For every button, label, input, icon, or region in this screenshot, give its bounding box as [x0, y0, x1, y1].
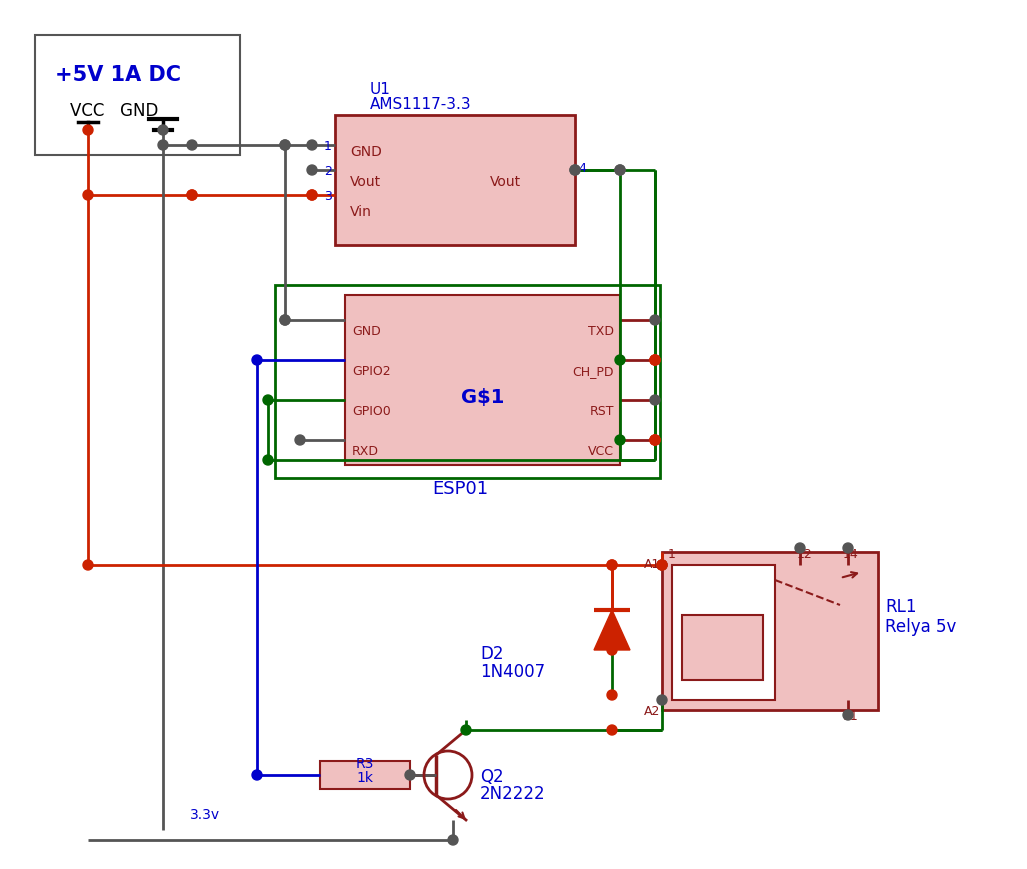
Text: VCC: VCC — [588, 445, 614, 458]
Circle shape — [280, 315, 290, 325]
Circle shape — [650, 435, 660, 445]
Circle shape — [615, 165, 625, 175]
Bar — [35, 35, 240, 155]
Circle shape — [615, 355, 625, 365]
Circle shape — [650, 315, 660, 325]
Circle shape — [307, 140, 317, 150]
Text: ESP01: ESP01 — [432, 480, 488, 498]
Polygon shape — [594, 610, 630, 650]
Circle shape — [187, 190, 197, 200]
Text: G$1: G$1 — [461, 388, 504, 407]
Text: Vout: Vout — [350, 175, 381, 189]
Text: 1k: 1k — [356, 771, 374, 785]
Text: A2: A2 — [644, 705, 660, 718]
Bar — [335, 115, 575, 245]
Text: 1: 1 — [668, 548, 676, 561]
Circle shape — [158, 140, 168, 150]
Text: GND: GND — [352, 325, 381, 338]
Circle shape — [615, 435, 625, 445]
Circle shape — [843, 710, 853, 720]
Circle shape — [83, 125, 93, 135]
Circle shape — [650, 355, 660, 365]
Text: Q2: Q2 — [480, 768, 503, 786]
Text: Vout: Vout — [490, 175, 521, 189]
Text: RST: RST — [589, 405, 614, 418]
Text: Vin: Vin — [350, 205, 372, 219]
Text: 1N4007: 1N4007 — [480, 663, 545, 681]
Circle shape — [263, 455, 273, 465]
Text: RXD: RXD — [352, 445, 379, 458]
Text: RL1: RL1 — [885, 598, 916, 616]
Circle shape — [83, 190, 93, 200]
Text: TXD: TXD — [588, 325, 614, 338]
Circle shape — [570, 165, 580, 175]
Text: GPIO0: GPIO0 — [352, 405, 390, 418]
Circle shape — [607, 725, 617, 735]
Circle shape — [607, 560, 617, 570]
Text: 3: 3 — [325, 190, 332, 203]
Text: GND: GND — [350, 145, 382, 159]
Circle shape — [158, 125, 168, 135]
Text: 3.3v: 3.3v — [190, 808, 220, 822]
Text: 12: 12 — [797, 548, 812, 561]
Circle shape — [263, 395, 273, 405]
Circle shape — [448, 835, 458, 845]
Text: 2: 2 — [325, 165, 332, 178]
Circle shape — [252, 770, 262, 780]
Circle shape — [650, 395, 660, 405]
Circle shape — [607, 690, 617, 700]
Circle shape — [615, 165, 625, 175]
Text: 4: 4 — [578, 162, 585, 175]
Circle shape — [252, 355, 262, 365]
Bar — [320, 761, 410, 789]
Bar — [275, 285, 660, 478]
Circle shape — [795, 543, 805, 553]
Circle shape — [657, 560, 667, 570]
Text: Relya 5v: Relya 5v — [885, 618, 956, 636]
Circle shape — [307, 190, 317, 200]
Text: D2: D2 — [480, 645, 503, 663]
Text: 2N2222: 2N2222 — [480, 785, 545, 803]
Circle shape — [307, 190, 317, 200]
Circle shape — [405, 770, 415, 780]
Circle shape — [657, 560, 667, 570]
Text: GPIO2: GPIO2 — [352, 365, 390, 378]
Circle shape — [650, 435, 660, 445]
Text: U1: U1 — [370, 82, 391, 97]
Text: +5V 1A DC: +5V 1A DC — [55, 65, 181, 85]
Circle shape — [570, 165, 580, 175]
Text: CH_PD: CH_PD — [572, 365, 614, 378]
Circle shape — [83, 560, 93, 570]
Circle shape — [187, 190, 197, 200]
Text: 1: 1 — [325, 140, 332, 153]
Text: AMS1117-3.3: AMS1117-3.3 — [370, 97, 471, 112]
Bar — [682, 615, 763, 680]
Circle shape — [280, 140, 290, 150]
Bar — [672, 565, 775, 700]
Text: VCC   GND: VCC GND — [70, 102, 158, 120]
Bar — [662, 552, 878, 710]
Circle shape — [307, 165, 317, 175]
Circle shape — [650, 435, 660, 445]
Text: 11: 11 — [843, 710, 859, 723]
Text: R3: R3 — [355, 757, 374, 771]
Circle shape — [657, 695, 667, 705]
Circle shape — [650, 355, 660, 365]
Circle shape — [650, 355, 660, 365]
Text: A1: A1 — [644, 558, 660, 571]
Circle shape — [187, 140, 197, 150]
Bar — [345, 295, 620, 465]
Circle shape — [657, 560, 667, 570]
Circle shape — [295, 435, 305, 445]
Circle shape — [280, 315, 290, 325]
Circle shape — [461, 725, 471, 735]
Circle shape — [843, 543, 853, 553]
Text: 14: 14 — [843, 548, 859, 561]
Circle shape — [280, 140, 290, 150]
Circle shape — [607, 645, 617, 655]
Circle shape — [607, 560, 617, 570]
